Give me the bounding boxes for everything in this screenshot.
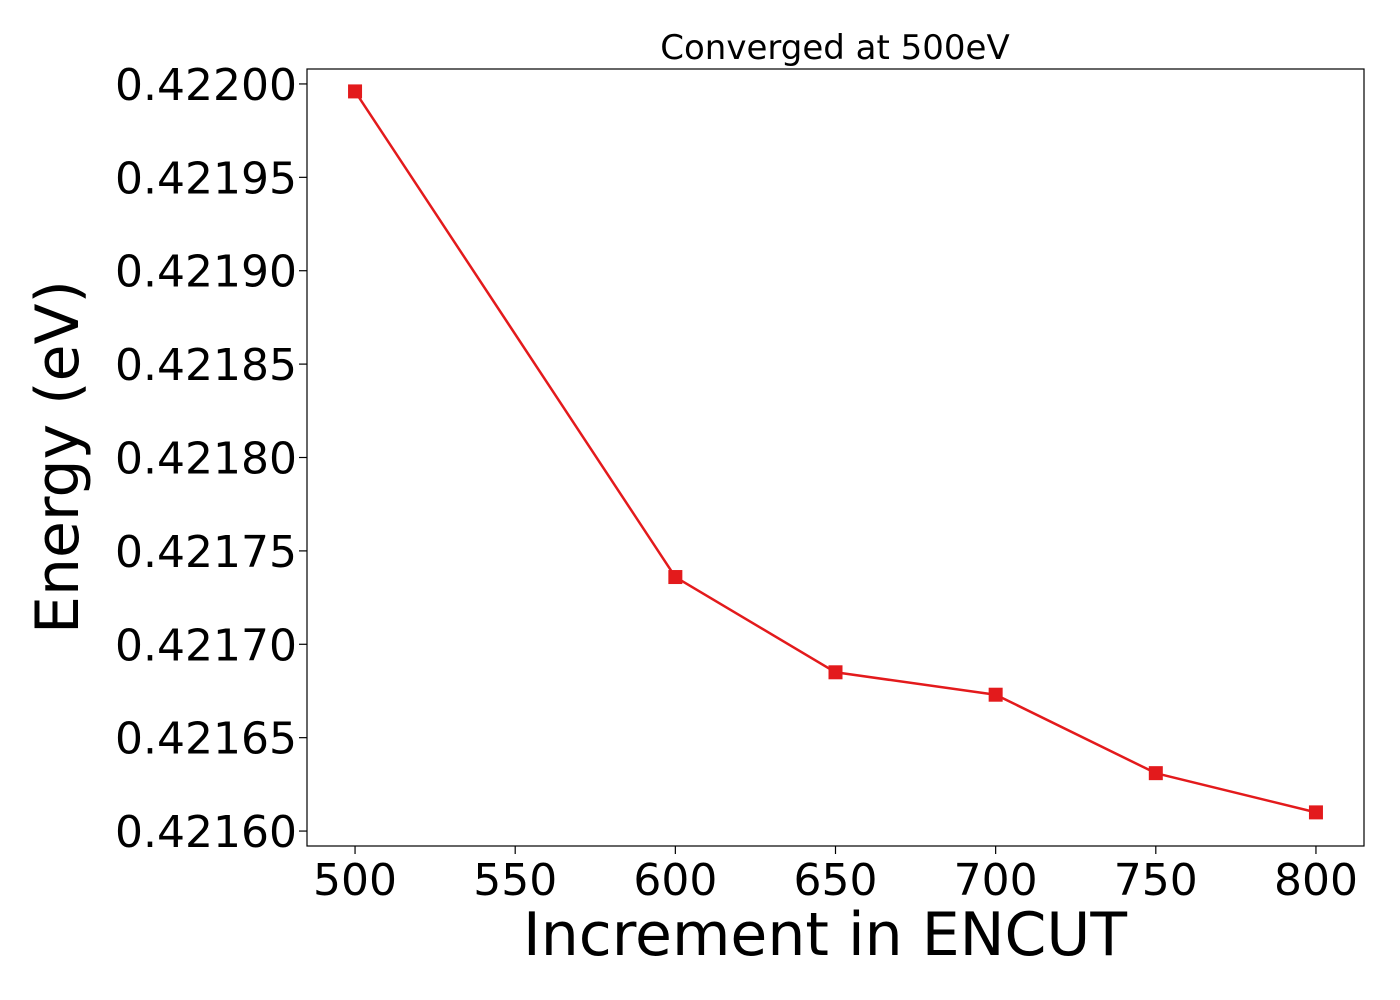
- y-tick-label: 0.42195: [115, 153, 297, 204]
- x-tick-label: 700: [954, 855, 1038, 906]
- plot-frame: [306, 68, 1365, 847]
- x-axis-label: Increment in ENCUT: [523, 900, 1127, 970]
- data-point-marker: [988, 687, 1003, 702]
- series-line: [354, 90, 1317, 814]
- x-axis-ticks: 500 550 600 650 700 750 800: [313, 846, 1358, 906]
- x-tick-label: 550: [473, 855, 557, 906]
- x-tick-label: 650: [794, 855, 878, 906]
- y-tick-label: 0.42160: [115, 807, 297, 858]
- y-tick-label: 0.42175: [115, 527, 297, 578]
- data-point-marker: [828, 665, 843, 680]
- x-tick-label: 500: [313, 855, 397, 906]
- y-axis-label: Energy (eV): [23, 280, 93, 634]
- y-tick-label: 0.42185: [115, 340, 297, 391]
- y-tick-label: 0.42165: [115, 714, 297, 765]
- y-tick-label: 0.42180: [115, 434, 297, 485]
- y-tick-label: 0.42200: [115, 60, 297, 111]
- x-tick-label: 800: [1274, 855, 1358, 906]
- y-tick-label: 0.42170: [115, 620, 297, 671]
- y-axis-ticks: 0.42160 0.42165 0.42170 0.42175 0.42180 0.421…: [115, 60, 307, 858]
- chart-title: Converged at 500eV: [660, 28, 1009, 68]
- y-tick-label: 0.42190: [115, 247, 297, 298]
- series-layer: [348, 84, 1323, 820]
- data-point-marker: [668, 570, 683, 585]
- x-tick-label: 600: [633, 855, 717, 906]
- x-tick-label: 750: [1114, 855, 1198, 906]
- data-point-marker: [1148, 766, 1163, 781]
- data-point-marker: [1308, 805, 1323, 820]
- data-point-marker: [348, 84, 363, 99]
